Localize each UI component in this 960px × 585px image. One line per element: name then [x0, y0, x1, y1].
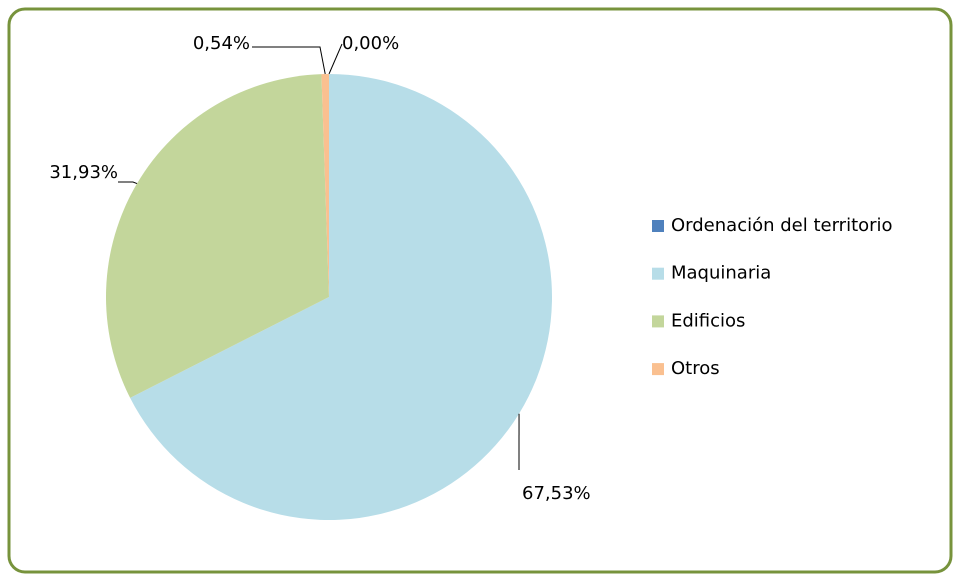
legend-swatch — [652, 363, 664, 375]
data-label: 31,93% — [49, 162, 118, 183]
legend-label: Otros — [671, 358, 720, 379]
legend-label: Maquinaria — [671, 263, 771, 284]
legend-swatch — [652, 315, 664, 327]
legend-swatch — [652, 268, 664, 280]
legend-label: Edificios — [671, 310, 745, 331]
legend-swatch — [652, 220, 664, 232]
data-label: 0,54% — [193, 33, 250, 54]
data-label: 67,53% — [522, 483, 591, 504]
data-label: 0,00% — [342, 33, 399, 54]
legend-label: Ordenación del territorio — [671, 215, 893, 236]
